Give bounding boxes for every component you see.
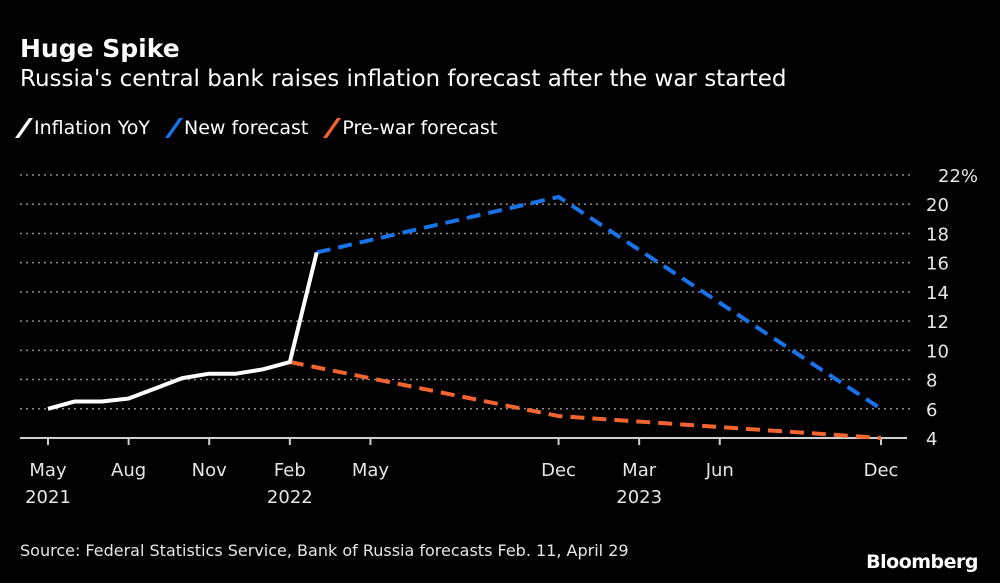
legend-item-inflation: Inflation YoY: [14, 117, 151, 139]
series-line-pre-war-forecast: [289, 360, 882, 440]
x-tick-label: Jun: [705, 460, 734, 481]
chart-title: Huge Spike: [20, 34, 180, 63]
legend-label: Inflation YoY: [34, 117, 151, 139]
x-tick-label: May: [352, 460, 390, 481]
x-tick-year: 2021: [25, 487, 71, 508]
series-line-inflation-yoy: [47, 251, 319, 411]
source-note: Source: Federal Statistics Service, Bank…: [20, 541, 629, 560]
y-tick-label: 10: [926, 341, 949, 362]
legend-label: New forecast: [184, 117, 309, 139]
x-tick-label: Aug: [111, 460, 146, 481]
x-tick-label: Feb: [274, 460, 306, 481]
y-tick-label: 6: [926, 400, 937, 421]
x-tick-label: Mar: [622, 460, 657, 481]
y-tick-label: 16: [926, 254, 949, 275]
x-tick-year: 2023: [616, 487, 662, 508]
x-tick-label: May: [29, 460, 67, 481]
legend-item-new-forecast: New forecast: [165, 117, 309, 139]
legend: Inflation YoY New forecast Pre-war forec…: [14, 117, 498, 139]
x-tick-label: Nov: [192, 460, 227, 481]
y-tick-label: 18: [926, 224, 949, 245]
x-tick-label: Dec: [864, 460, 899, 481]
x-tick-year: 2022: [267, 487, 313, 508]
x-tick-label: Dec: [541, 460, 576, 481]
y-tick-label: 14: [926, 283, 949, 304]
chart-subtitle: Russia's central bank raises inflation f…: [20, 66, 787, 92]
series-line-new-forecast: [316, 194, 883, 411]
y-tick-label: 12: [926, 312, 949, 333]
legend-item-pre-war-forecast: Pre-war forecast: [323, 117, 498, 139]
y-tick-label: 20: [926, 195, 949, 216]
y-tick-label: 8: [926, 371, 937, 392]
legend-label: Pre-war forecast: [342, 117, 498, 139]
y-tick-label: 22%: [938, 166, 978, 187]
bloomberg-logo: Bloomberg: [866, 551, 978, 573]
y-tick-label: 4: [926, 429, 937, 450]
